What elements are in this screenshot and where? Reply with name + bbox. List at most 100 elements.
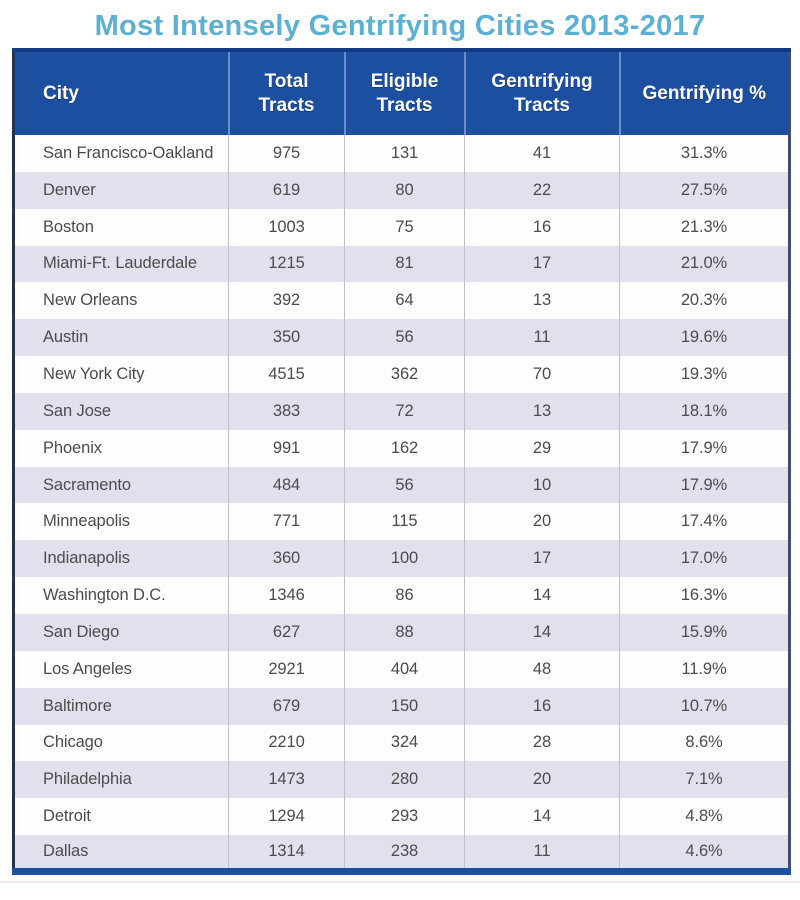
value-cell: 280 [344,761,465,799]
table-row: Sacramento 484 56 10 17.9% [13,466,790,504]
value-cell: 48 [464,650,620,688]
value-cell: 13 [464,282,620,320]
column-header-city: City [13,48,229,135]
value-cell: 383 [228,392,345,430]
value-cell: 324 [344,724,465,762]
table-row: Phoenix 991 162 29 17.9% [13,429,790,467]
value-cell: 1003 [228,208,345,246]
value-cell: 80 [344,171,465,209]
value-cell: 81 [344,245,465,283]
value-cell: 1346 [228,577,345,614]
value-cell: 70 [464,356,620,393]
value-cell: 11 [464,835,620,872]
value-cell: 17 [464,540,620,578]
table-row: Miami-Ft. Lauderdale 1215 81 17 21.0% [13,245,790,283]
value-cell: 350 [228,319,345,357]
value-cell: 362 [344,356,465,393]
value-cell: 27.5% [619,171,790,209]
table-row: New Orleans 392 64 13 20.3% [13,282,790,320]
table-row: Chicago 2210 324 28 8.6% [13,724,790,762]
table-row: New York City 4515 362 70 19.3% [13,356,790,393]
value-cell: 22 [464,171,620,209]
city-cell: Detroit [43,807,91,826]
value-cell: 392 [228,282,345,320]
value-cell: 1215 [228,245,345,283]
value-cell: 619 [228,171,345,209]
value-cell: 18.1% [619,392,790,430]
value-cell: 10 [464,466,620,504]
value-cell: 21.0% [619,245,790,283]
value-cell: 2210 [228,724,345,762]
value-cell: 19.3% [619,356,790,393]
value-cell: 16 [464,208,620,246]
value-cell: 13 [464,392,620,430]
column-header-gentrifying-tracts: Gentrifying Tracts [463,48,620,135]
table-row: Los Angeles 2921 404 48 11.9% [13,650,790,688]
value-cell: 31.3% [619,135,790,172]
value-cell: 17.0% [619,540,790,578]
value-cell: 771 [228,503,345,541]
value-cell: 679 [228,687,345,725]
value-cell: 56 [344,466,465,504]
table-row: Dallas 1314 238 11 4.6% [13,835,790,872]
city-cell: Minneapolis [43,512,130,531]
value-cell: 41 [464,135,620,172]
city-cell: Indianapolis [43,549,130,568]
city-cell: Phoenix [43,438,102,457]
value-cell: 100 [344,540,465,578]
table-row: Philadelphia 1473 280 20 7.1% [13,761,790,799]
table-row: Boston 1003 75 16 21.3% [13,208,790,246]
value-cell: 115 [344,503,465,541]
city-cell: San Francisco-Oakland [43,143,214,162]
value-cell: 28 [464,724,620,762]
value-cell: 8.6% [619,724,790,762]
page-title: Most Intensely Gentrifying Cities 2013-2… [94,10,706,42]
value-cell: 131 [344,135,465,172]
value-cell: 16 [464,687,620,725]
value-cell: 16.3% [619,577,790,614]
value-cell: 20 [464,761,620,799]
value-cell: 975 [228,135,345,172]
bottom-divider [0,881,800,884]
value-cell: 10.7% [619,687,790,725]
value-cell: 1473 [228,761,345,799]
value-cell: 150 [344,687,465,725]
table-header: City Total Tracts Eligible Tracts Gentrifyi… [13,48,790,135]
value-cell: 17.4% [619,503,790,541]
city-cell: New Orleans [43,291,138,310]
value-cell: 86 [344,577,465,614]
value-cell: 484 [228,466,345,504]
value-cell: 20.3% [619,282,790,320]
city-cell: San Diego [43,622,120,641]
value-cell: 29 [464,429,620,467]
city-cell: Dallas [43,842,89,861]
value-cell: 14 [464,577,620,614]
value-cell: 19.6% [619,319,790,357]
table-header-row: City Total Tracts Eligible Tracts Gentrifyi… [13,48,790,135]
value-cell: 56 [344,319,465,357]
city-cell: Denver [43,180,96,199]
column-header-total-tracts: Total Tracts [227,48,345,135]
table-row: Indianapolis 360 100 17 17.0% [13,540,790,578]
column-header-eligible-tracts: Eligible Tracts [343,48,465,135]
city-cell: Chicago [43,733,103,752]
city-cell: Sacramento [43,475,131,494]
table-row: Detroit 1294 293 14 4.8% [13,798,790,836]
value-cell: 14 [464,613,620,651]
table-body: San Francisco-Oakland 975 131 41 31.3% Denver… [13,135,790,872]
value-cell: 1314 [228,835,345,872]
city-cell: San Jose [43,401,111,420]
city-cell: Los Angeles [43,659,132,678]
value-cell: 1294 [228,798,345,836]
city-cell: Baltimore [43,696,112,715]
table-row: San Jose 383 72 13 18.1% [13,392,790,430]
value-cell: 20 [464,503,620,541]
column-header-gentrifying: Gentrifying % [618,48,790,135]
value-cell: 21.3% [619,208,790,246]
value-cell: 14 [464,798,620,836]
value-cell: 17.9% [619,466,790,504]
value-cell: 11 [464,319,620,357]
table-row: Washington D.C. 1346 86 14 16.3% [13,577,790,614]
value-cell: 75 [344,208,465,246]
